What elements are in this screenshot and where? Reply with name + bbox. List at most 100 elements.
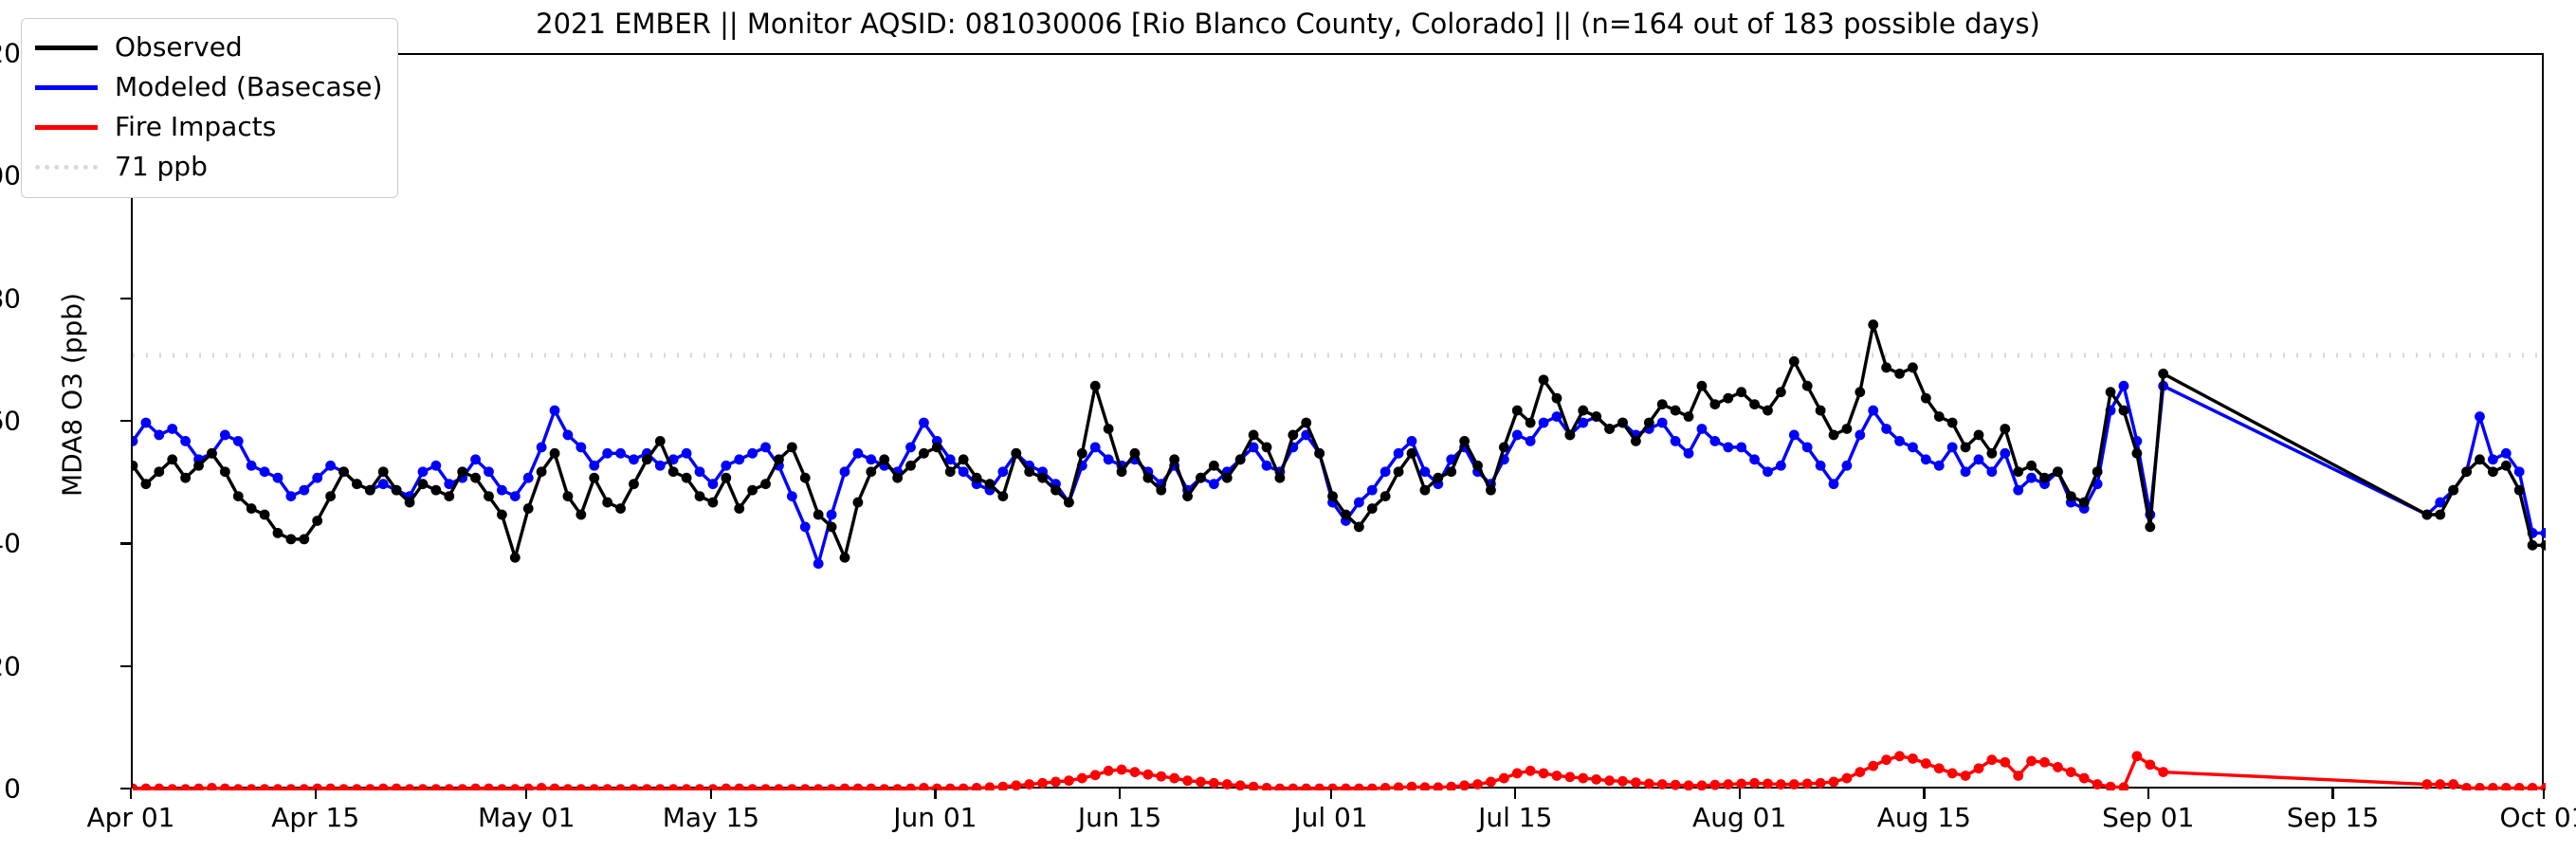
data-point	[2527, 539, 2538, 551]
y-tick-mark	[120, 420, 131, 423]
legend-item[interactable]: 71 ppb	[35, 147, 382, 187]
data-point	[1274, 472, 1286, 483]
data-point	[1763, 778, 1773, 789]
data-point	[971, 472, 982, 483]
data-point	[575, 509, 587, 520]
data-point	[1301, 783, 1312, 790]
data-point	[2448, 484, 2459, 496]
data-point	[1498, 442, 1509, 453]
data-point	[694, 784, 705, 790]
data-point	[1538, 374, 1549, 386]
data-point	[2500, 783, 2512, 790]
data-point	[391, 484, 402, 496]
data-point	[180, 784, 192, 790]
data-point	[1986, 466, 1998, 478]
data-point	[1920, 392, 1931, 404]
data-point	[1169, 454, 1180, 465]
legend-item[interactable]: Observed	[35, 27, 382, 67]
data-point	[2435, 497, 2446, 508]
data-point	[1156, 771, 1167, 782]
data-point	[866, 783, 877, 790]
x-tick-mark	[2543, 789, 2546, 799]
data-point	[1801, 778, 1813, 789]
data-point	[919, 783, 929, 790]
data-point	[774, 784, 784, 790]
data-point	[1908, 362, 1918, 373]
data-point	[1129, 447, 1141, 459]
x-tick-label: May 01	[477, 802, 575, 833]
data-point	[760, 442, 771, 453]
data-point	[562, 784, 574, 790]
data-point	[958, 466, 969, 478]
data-point	[1841, 772, 1853, 784]
legend-label: 71 ppb	[115, 151, 208, 182]
data-point	[549, 447, 560, 459]
data-point	[1037, 777, 1048, 789]
data-point	[1960, 466, 1971, 478]
data-point	[654, 436, 666, 446]
x-tick-mark	[525, 789, 528, 799]
data-point	[1854, 429, 1866, 441]
data-point	[497, 484, 507, 496]
data-point	[497, 784, 507, 790]
data-point	[2487, 466, 2498, 478]
data-point	[839, 783, 850, 790]
data-point	[259, 466, 270, 478]
legend-item[interactable]: Fire Impacts	[35, 107, 382, 147]
data-point	[484, 491, 494, 501]
data-point	[2421, 509, 2433, 520]
data-point	[2078, 497, 2090, 508]
data-point	[1578, 405, 1589, 416]
data-point	[1683, 411, 1694, 422]
data-point	[391, 783, 402, 790]
data-point	[1406, 447, 1417, 459]
data-point	[133, 783, 138, 790]
data-point	[1261, 783, 1272, 790]
data-point	[2145, 521, 2156, 533]
data-point	[2026, 460, 2037, 471]
y-tick-mark	[120, 297, 131, 299]
data-point	[1683, 447, 1694, 459]
data-point	[799, 472, 811, 483]
data-point	[1946, 768, 1958, 779]
data-point	[2513, 783, 2525, 790]
data-point	[1366, 484, 1378, 496]
data-point	[1511, 429, 1523, 441]
data-point	[1089, 380, 1101, 391]
data-point	[839, 466, 850, 478]
data-point	[2065, 491, 2076, 501]
data-point	[1591, 773, 1602, 785]
data-point	[1261, 460, 1272, 471]
data-point	[1419, 782, 1431, 790]
legend-item[interactable]: Modeled (Basecase)	[35, 67, 382, 107]
data-point	[1881, 362, 1892, 373]
data-point	[232, 491, 244, 501]
data-point	[1749, 399, 1760, 409]
data-point	[1406, 781, 1417, 790]
data-point	[1248, 442, 1259, 453]
data-point	[1419, 484, 1431, 496]
data-point	[404, 497, 415, 508]
data-point	[826, 784, 837, 790]
legend-swatch-dotted	[35, 164, 98, 170]
data-point	[2131, 751, 2143, 762]
data-point	[1366, 503, 1378, 514]
data-point	[667, 784, 679, 790]
data-point	[1498, 772, 1509, 784]
data-point	[1723, 392, 1734, 404]
data-point	[879, 784, 890, 790]
data-point	[1815, 460, 1826, 471]
data-point	[852, 447, 864, 459]
data-point	[1406, 436, 1417, 446]
data-point	[1208, 479, 1219, 490]
data-point	[734, 454, 745, 465]
data-point	[1446, 781, 1457, 790]
data-point	[377, 479, 389, 490]
data-point	[997, 466, 1009, 478]
y-tick-label: 20	[0, 650, 21, 682]
x-tick-mark	[130, 789, 133, 799]
data-point	[232, 436, 244, 446]
data-point	[1551, 771, 1562, 781]
data-point	[272, 784, 283, 790]
data-point	[2448, 779, 2459, 789]
